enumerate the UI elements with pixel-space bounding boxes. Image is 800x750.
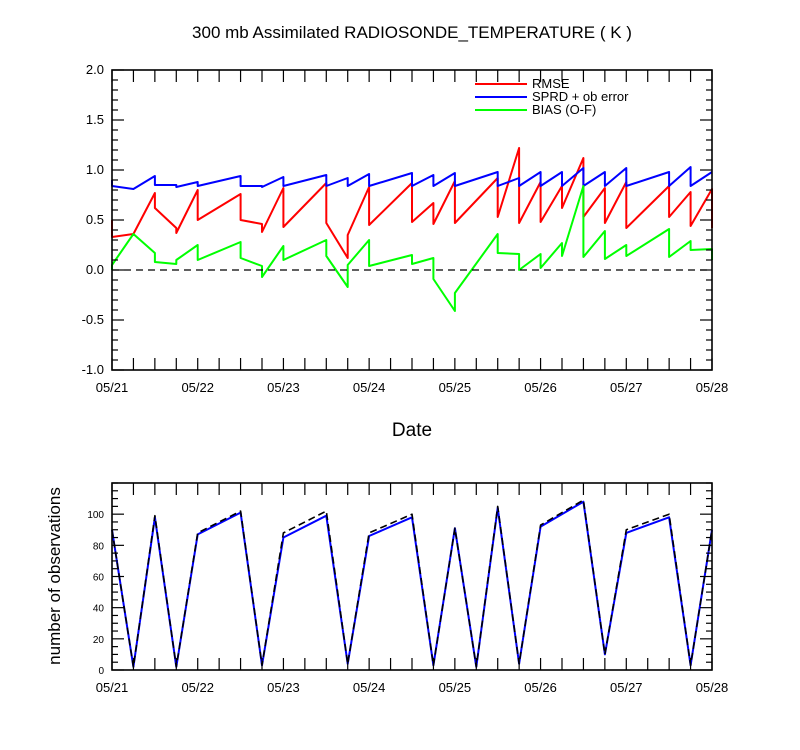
- y-axis-label: number of observations: [45, 487, 64, 665]
- x-tick-labels: 05/21 05/22 05/23 05/24 05/25 05/26 05/27 05/28: [96, 680, 729, 695]
- x-tick-label: 05/27: [610, 680, 643, 695]
- x-tick-label: 05/25: [439, 380, 472, 395]
- y-tick-label: -0.5: [82, 312, 104, 327]
- y-tick-label: 0.5: [86, 212, 104, 227]
- y-tick-label: 100: [87, 510, 104, 521]
- rmse-spread-bias-chart: 300 mb Assimilated RADIOSONDE_TEMPERATUR…: [82, 23, 729, 441]
- x-tick-label: 05/27: [610, 380, 643, 395]
- x-tick-label: 05/22: [181, 380, 214, 395]
- y-tick-label: 80: [93, 541, 105, 552]
- legend-label-rmse: RMSE: [532, 76, 570, 91]
- x-tick-label: 05/28: [696, 380, 729, 395]
- x-tick-label: 05/24: [353, 680, 386, 695]
- y-tick-label: 40: [93, 604, 105, 615]
- x-tick-label: 05/24: [353, 380, 386, 395]
- x-axis-label: Date: [392, 420, 432, 441]
- series-line-sprd-ob-error: [111, 166, 713, 190]
- y-tick-label: 2.0: [86, 62, 104, 77]
- series-line-rmse: [111, 147, 713, 259]
- chart-title: 300 mb Assimilated RADIOSONDE_TEMPERATUR…: [192, 23, 632, 42]
- y-tick-label: 0: [98, 666, 104, 677]
- x-tick-label: 05/22: [181, 680, 214, 695]
- y-tick-labels: 0 20 40 60 80 100: [87, 510, 104, 677]
- y-tick-labels: -1.0 -0.5 0.0 0.5 1.0 1.5 2.0: [82, 62, 104, 377]
- legend-label-sprd-ob-error: SPRD + ob error: [532, 89, 629, 104]
- x-tick-label: 05/21: [96, 680, 129, 695]
- x-tick-labels: 05/21 05/22 05/23 05/24 05/25 05/26 05/27 05/28: [96, 380, 729, 395]
- x-tick-label: 05/25: [439, 680, 472, 695]
- series-line-total: [111, 499, 713, 668]
- plot-frame: [111, 482, 713, 671]
- plot-border: [111, 482, 713, 671]
- y-tick-label: 20: [93, 635, 105, 646]
- x-tick-label: 05/23: [267, 380, 300, 395]
- y-tick-label: 1.0: [86, 162, 104, 177]
- x-tick-label: 05/26: [524, 380, 557, 395]
- y-tick-label: 0.0: [86, 262, 104, 277]
- y-tick-label: 1.5: [86, 112, 104, 127]
- y-tick-label: 60: [93, 573, 105, 584]
- series-line-assimilated: [111, 500, 713, 668]
- y-tick-label: -1.0: [82, 362, 104, 377]
- x-tick-label: 05/23: [267, 680, 300, 695]
- series-layer: [111, 147, 713, 312]
- x-tick-label: 05/26: [524, 680, 557, 695]
- plot-frame: [111, 69, 713, 371]
- x-tick-label: 05/28: [696, 680, 729, 695]
- series-layer: [111, 499, 713, 668]
- x-tick-label: 05/21: [96, 380, 129, 395]
- series-line-bias-o-f: [111, 185, 713, 312]
- legend-label-bias-o-f: BIAS (O-F): [532, 102, 596, 117]
